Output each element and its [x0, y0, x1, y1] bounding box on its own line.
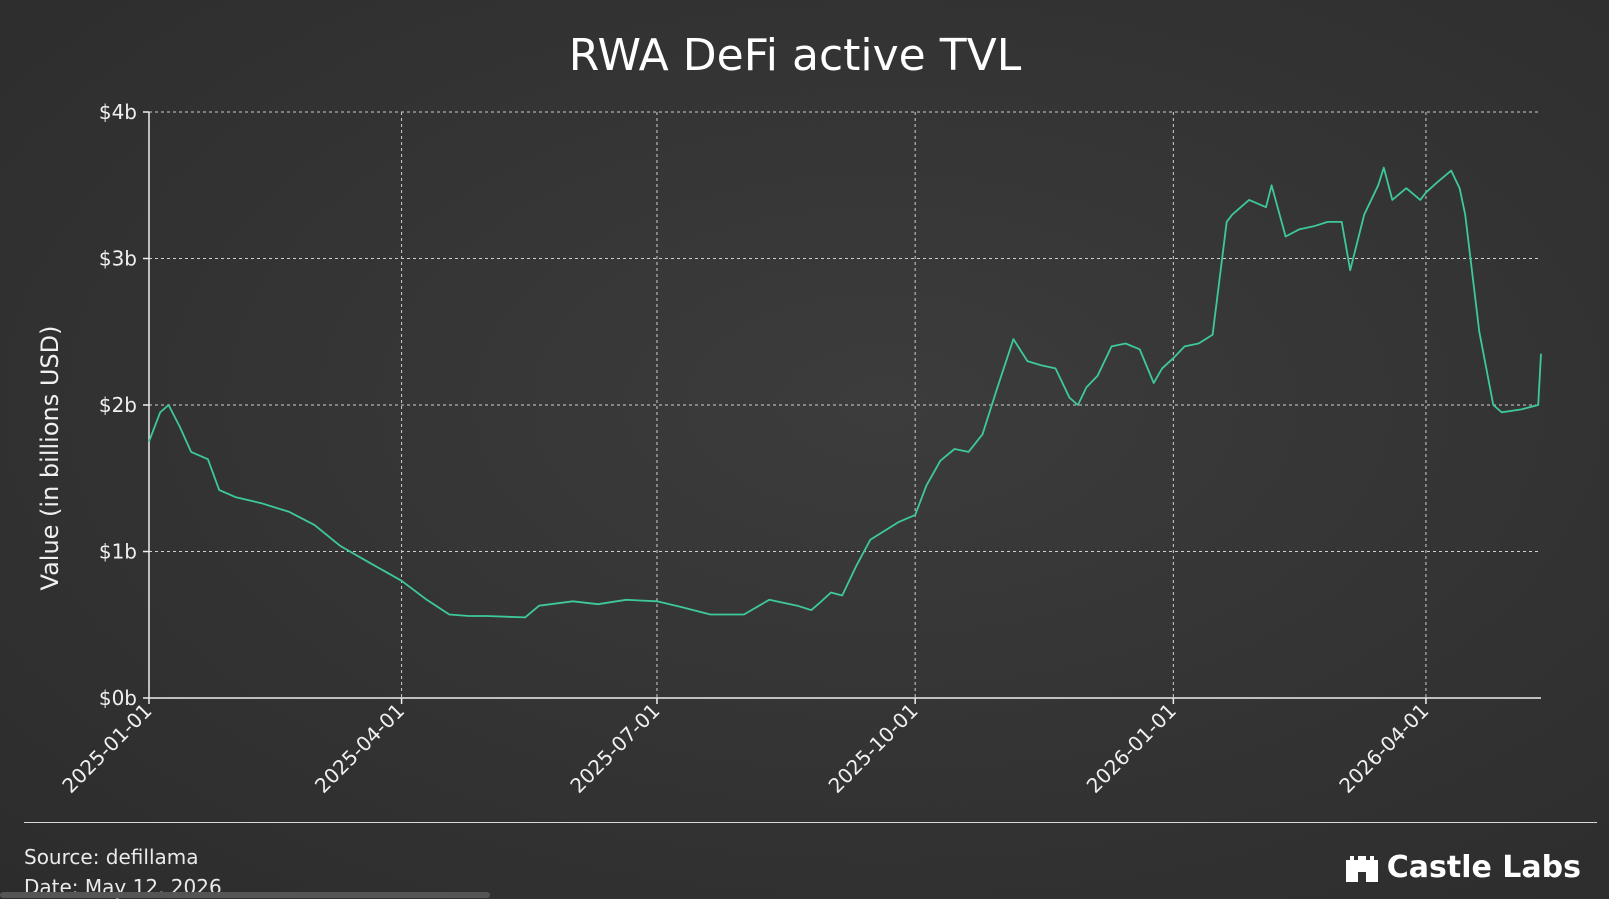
x-tick-label: 2026-04-01: [1334, 699, 1433, 798]
x-tick-label: 2025-04-01: [310, 699, 409, 798]
y-ticks: $0b $1b $2b $3b $4b: [99, 100, 149, 710]
y-tick-label: $2b: [99, 393, 137, 417]
scrollbar[interactable]: [0, 892, 490, 898]
y-tick-label: $4b: [99, 100, 137, 124]
x-tick-label: 2026-01-01: [1082, 699, 1181, 798]
y-axis-label: Value (in billions USD): [36, 326, 64, 591]
x-tick-label: 2025-07-01: [565, 699, 664, 798]
x-ticks: 2025-01-01 2025-04-01 2025-07-01 2025-10-01…: [57, 698, 1433, 798]
grid-lines: [149, 111, 1541, 698]
y-tick-label: $1b: [99, 540, 137, 564]
y-tick-label: $0b: [99, 686, 137, 710]
x-tick-label: 2025-10-01: [824, 699, 923, 798]
y-tick-label: $3b: [99, 247, 137, 271]
series-group: [148, 166, 1542, 619]
source-text: Source: defillama: [24, 845, 199, 869]
brand-logo: Castle Labs: [1345, 850, 1581, 885]
castle-icon: [1345, 855, 1378, 882]
x-tick-label: 2025-01-01: [57, 699, 156, 798]
chart-title: RWA DeFi active TVL: [569, 30, 1022, 81]
tvl-series-line: [148, 166, 1542, 619]
brand-name: Castle Labs: [1386, 850, 1581, 885]
footer-divider: [24, 822, 1597, 823]
